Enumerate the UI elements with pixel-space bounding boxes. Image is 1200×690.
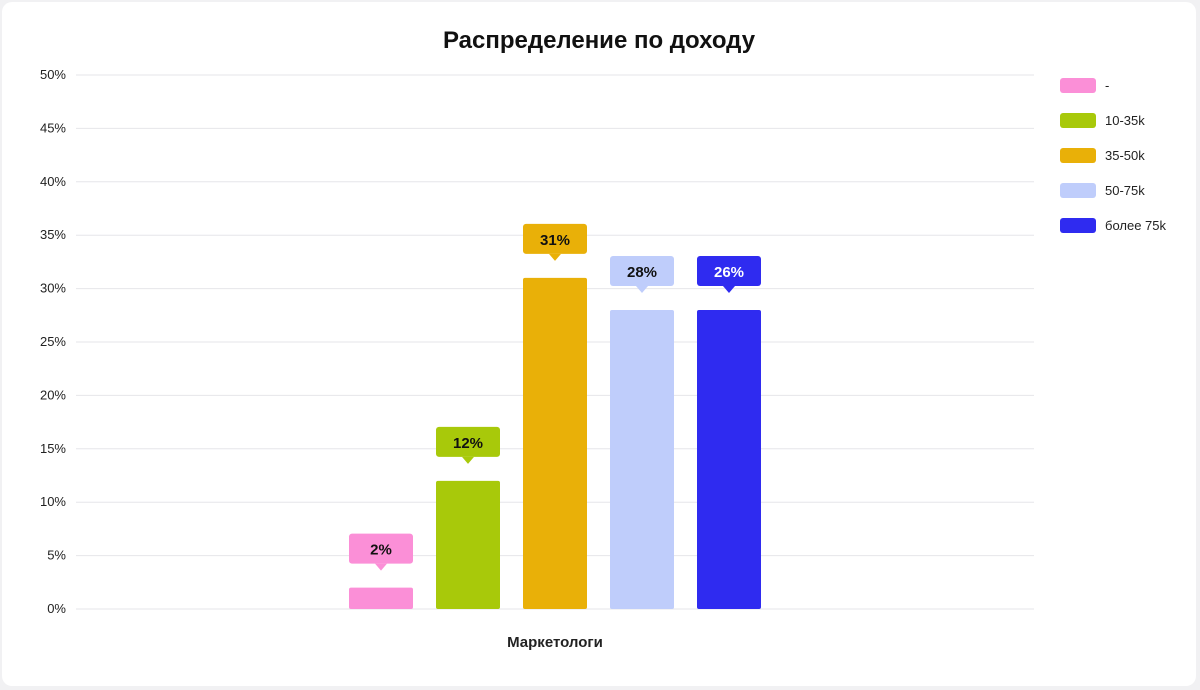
legend-label: 10-35k [1105,113,1145,128]
legend-item: 10-35k [1060,113,1145,128]
legend-label: более 75k [1105,218,1167,233]
data-label-callout: 28% [610,255,674,293]
data-label: 12% [453,435,483,452]
data-label-pointer [636,285,648,293]
data-label-pointer [723,285,735,293]
y-tick-label: 0% [47,601,66,616]
data-label-pointer [549,253,561,261]
legend-item: - [1060,78,1109,93]
bar [349,587,413,609]
bar [436,480,500,609]
y-tick-label: 35% [40,227,66,242]
data-label-box [697,255,761,286]
data-label-box [436,426,500,457]
data-label-box [610,255,674,286]
x-category-label: Маркетологи [507,634,603,651]
data-label-callout: 26% [697,255,761,293]
legend-label: 35-50k [1105,148,1145,163]
bar [523,277,587,609]
legend-label: - [1105,78,1109,93]
data-label: 31% [540,232,570,249]
data-label: 28% [627,264,657,281]
bar [610,309,674,609]
legend-swatch [1060,113,1096,128]
y-tick-label: 40% [40,174,66,189]
y-tick-label: 30% [40,281,66,296]
data-label-box [349,533,413,564]
legend-swatch [1060,78,1096,93]
data-label-callout: 2% [349,533,413,571]
y-tick-label: 50% [40,67,66,82]
y-tick-label: 45% [40,120,66,135]
y-tick-label: 10% [40,494,66,509]
data-label: 26% [714,264,744,281]
legend-swatch [1060,148,1096,163]
bar [697,309,761,609]
legend-label: 50-75k [1105,183,1145,198]
data-label-callout: 31% [523,223,587,261]
legend-item: 35-50k [1060,148,1145,163]
legend-item: более 75k [1060,218,1167,233]
y-tick-label: 15% [40,441,66,456]
data-label-pointer [375,563,387,571]
data-label-callout: 12% [436,426,500,464]
data-label: 2% [370,542,392,559]
legend-swatch [1060,218,1096,233]
data-label-pointer [462,456,474,464]
data-label-box [523,223,587,254]
y-tick-label: 20% [40,387,66,402]
y-tick-label: 25% [40,334,66,349]
legend-item: 50-75k [1060,183,1145,198]
chart-title: Распределение по доходу [443,27,756,54]
legend-swatch [1060,183,1096,198]
y-tick-label: 5% [47,548,66,563]
